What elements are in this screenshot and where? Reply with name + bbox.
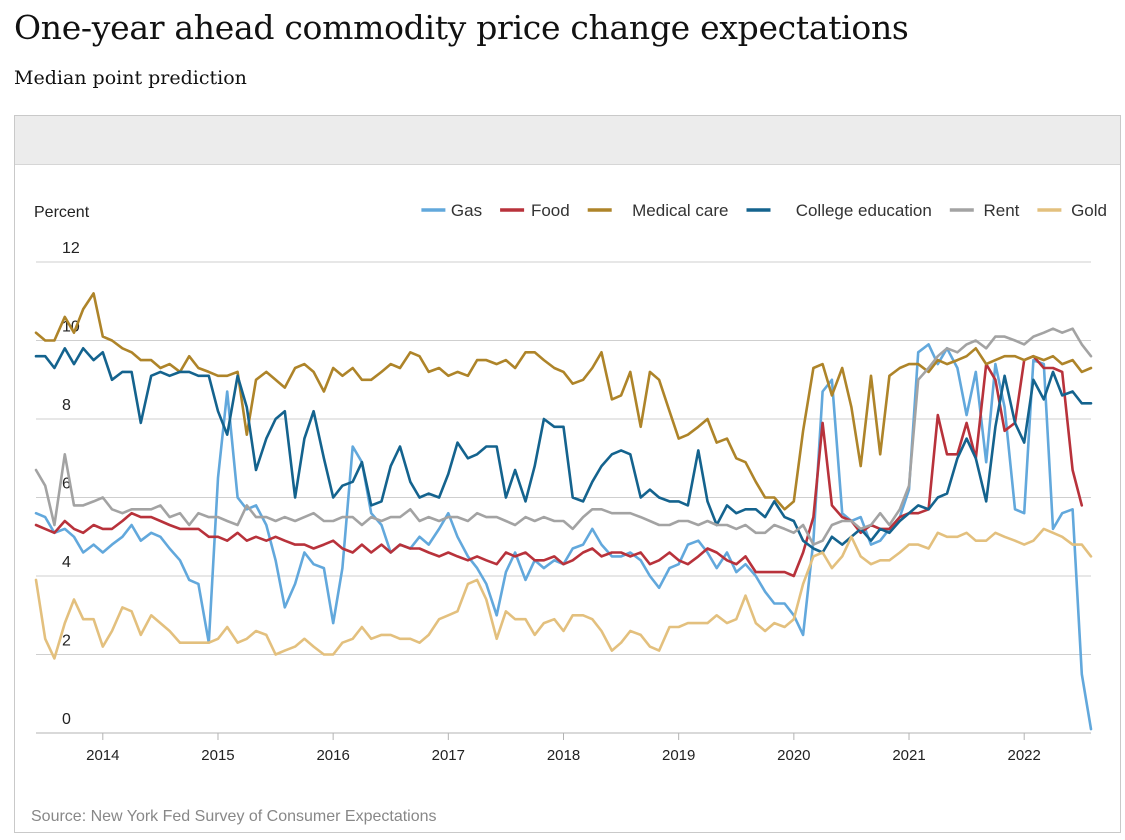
y-tick-label-12: 12 [62, 240, 80, 257]
y-tick-label-6: 6 [62, 476, 71, 493]
series-line-food [34, 354, 1084, 578]
legend-label-rent: Rent [983, 201, 1019, 220]
series-line-rent [34, 327, 1093, 546]
x-tick-label-2020: 2020 [777, 747, 810, 764]
series-line-college-education [34, 347, 1093, 554]
grid-layer [36, 261, 1091, 740]
y-axis-title: Percent [34, 204, 90, 221]
y-tick-label-0: 0 [62, 711, 71, 728]
x-tick-label-2016: 2016 [316, 747, 349, 764]
legend-label-medical-care: Medical care [632, 201, 728, 220]
source-note: Source: New York Fed Survey of Consumer … [31, 808, 437, 825]
x-tick-label-2019: 2019 [662, 747, 695, 764]
legend-label-gas: Gas [451, 201, 482, 220]
legend-layer: Gold Rent College education Medical care Foo… [421, 201, 1107, 220]
legend-label-college-education: College education [796, 201, 932, 220]
series-layer [34, 292, 1093, 731]
x-tick-label-2014: 2014 [86, 747, 119, 764]
y-tick-label-8: 8 [62, 397, 71, 414]
x-tick-label-2022: 2022 [1008, 747, 1041, 764]
x-tick-label-2018: 2018 [547, 747, 580, 764]
page-title: One-year ahead commodity price change ex… [14, 8, 909, 47]
legend-label-gold: Gold [1071, 201, 1107, 220]
y-tick-label-2: 2 [62, 633, 71, 650]
page-subtitle: Median point prediction [14, 67, 247, 89]
series-line-gold [34, 527, 1093, 660]
series-line-gas [34, 343, 1093, 731]
chart-frame [14, 115, 1121, 833]
series-line-medical-care [34, 292, 1093, 511]
y-tick-label-4: 4 [62, 554, 71, 571]
chart-toolbar [15, 116, 1120, 165]
legend-label-food: Food [531, 201, 570, 220]
x-tick-label-2015: 2015 [201, 747, 234, 764]
x-tick-label-2017: 2017 [432, 747, 465, 764]
x-tick-label-2021: 2021 [892, 747, 925, 764]
